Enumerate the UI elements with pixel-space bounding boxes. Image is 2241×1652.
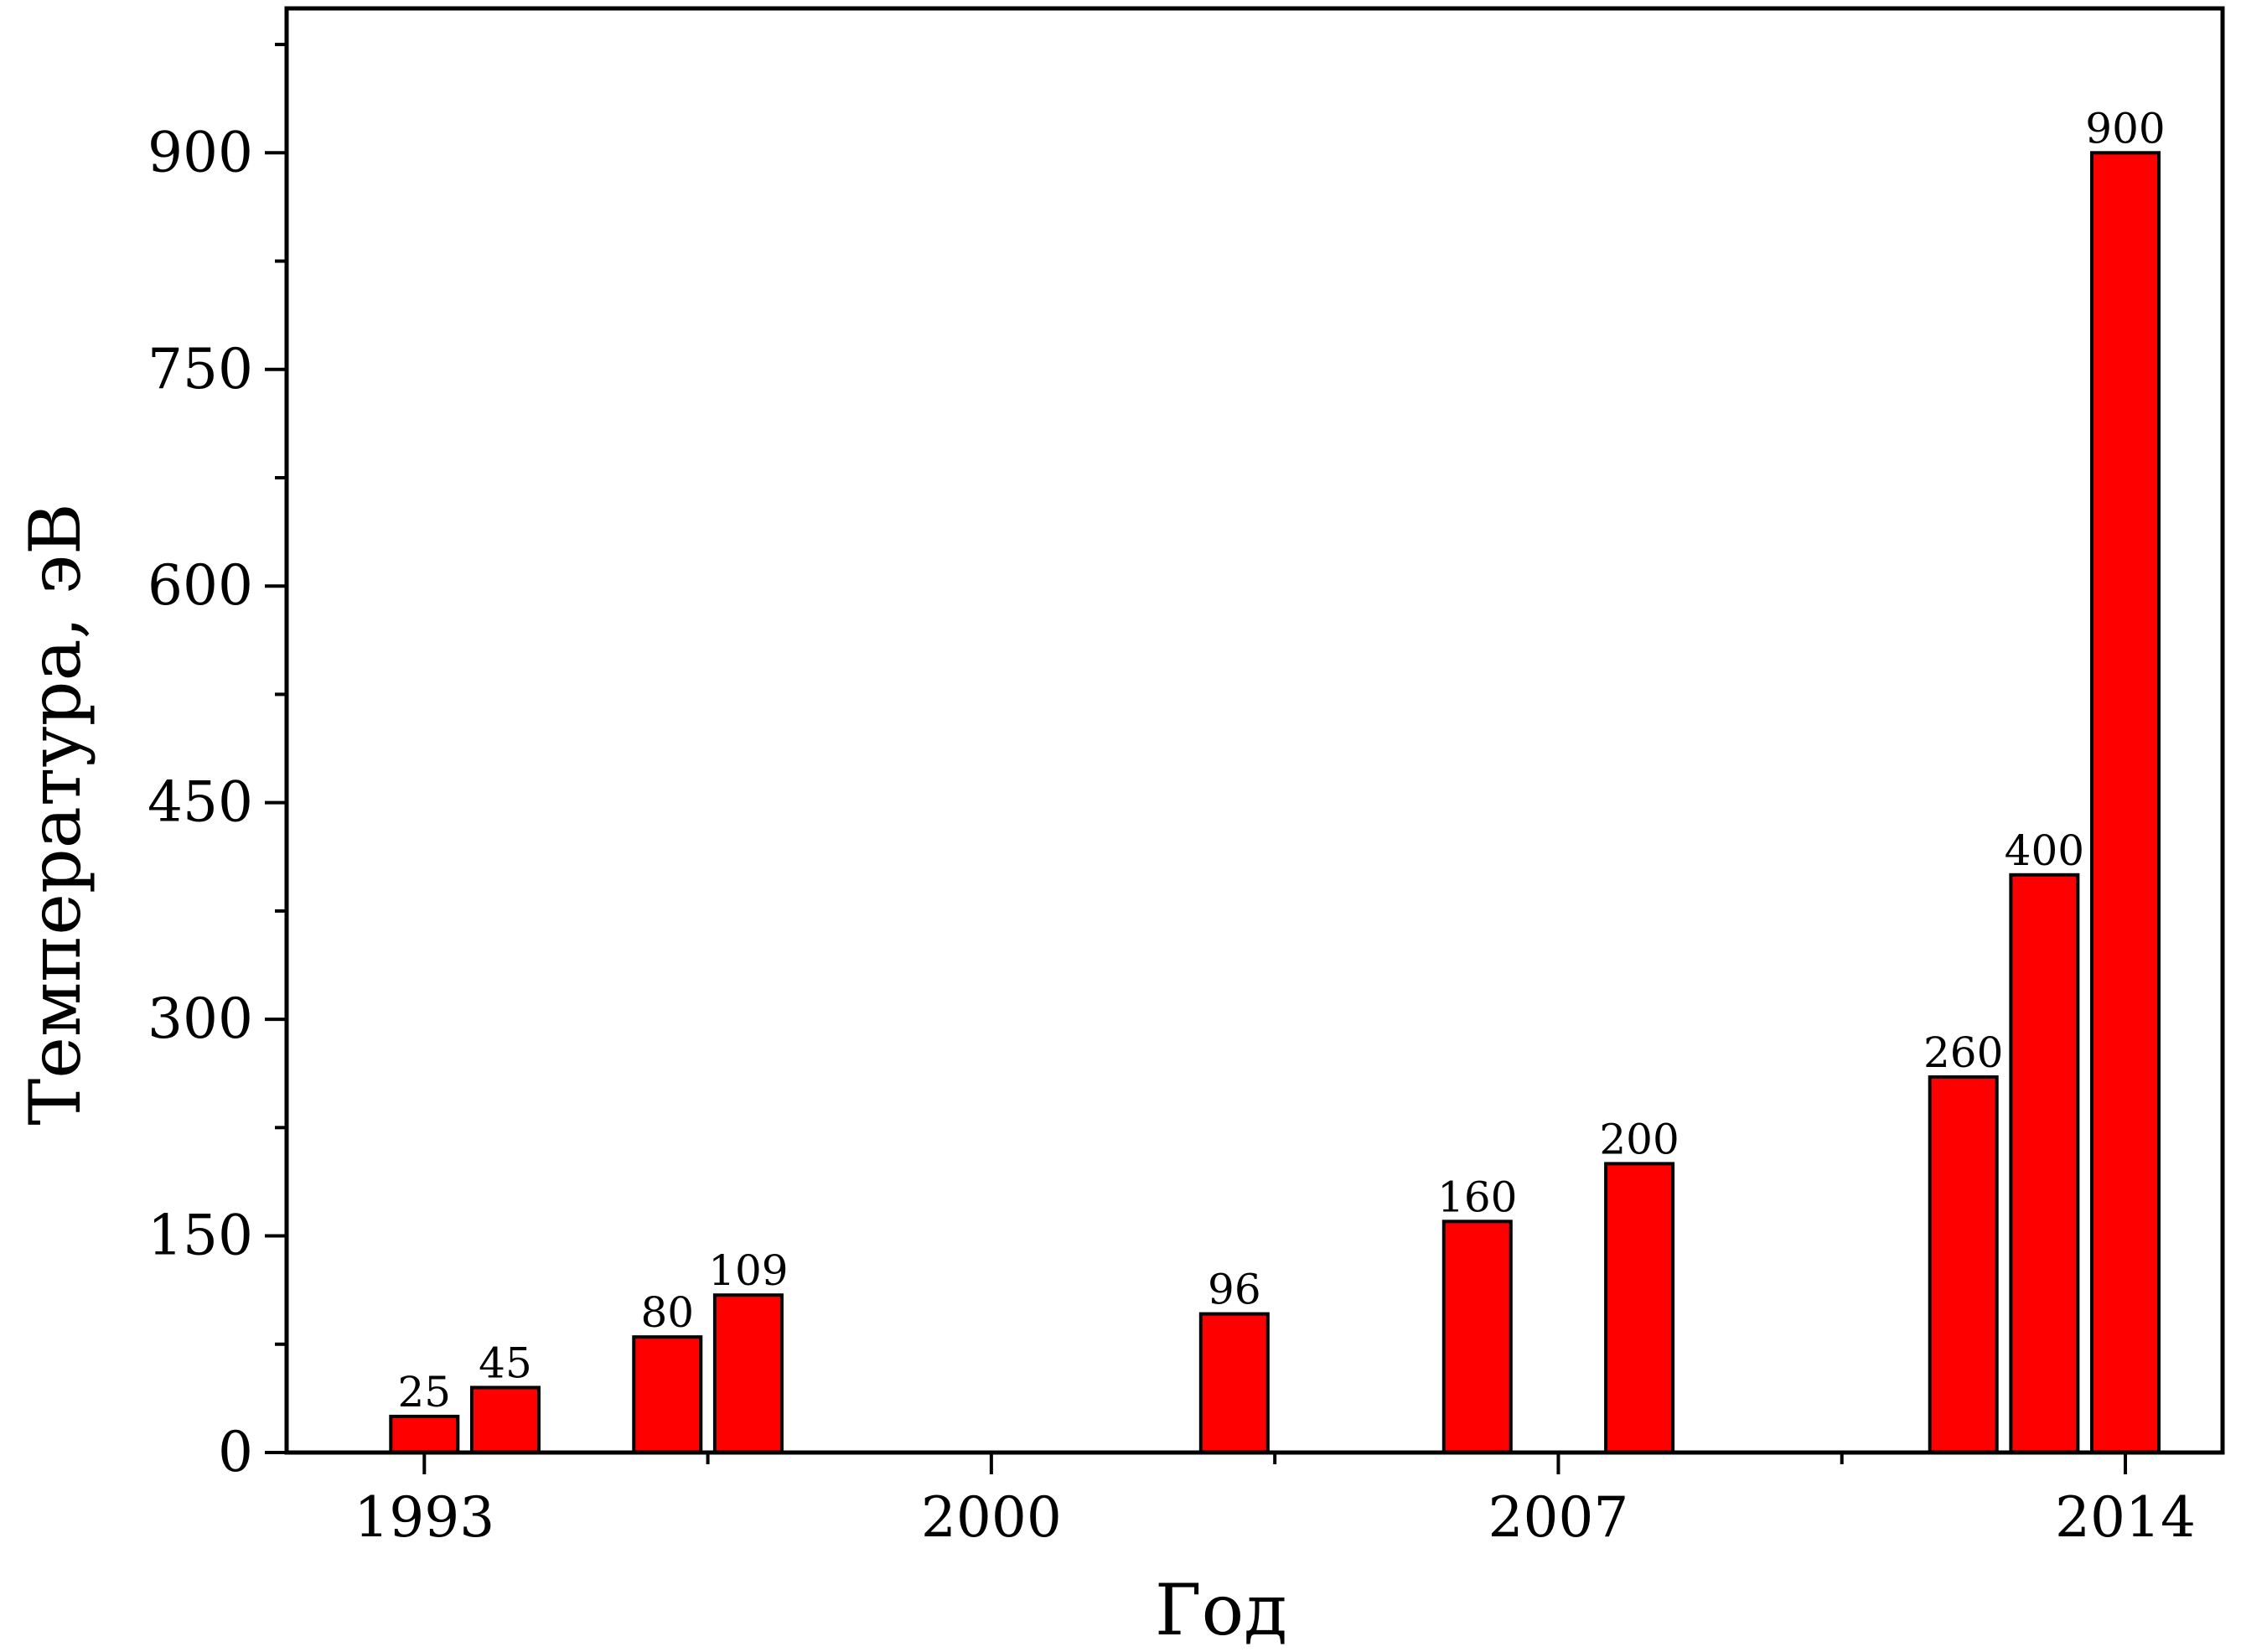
bar-3 bbox=[712, 1293, 784, 1454]
data-label-0: 25 bbox=[397, 1368, 451, 1416]
y-tick-label-2: 300 bbox=[148, 987, 253, 1051]
data-label-4: 96 bbox=[1208, 1266, 1261, 1314]
y-tick-label-0: 0 bbox=[218, 1420, 253, 1484]
data-label-3: 109 bbox=[708, 1246, 788, 1295]
data-label-8: 400 bbox=[2005, 826, 2084, 875]
bar-5 bbox=[1441, 1220, 1513, 1454]
data-labels: 25 45 80 109 96 160 200 260 400 900 bbox=[397, 104, 2165, 1416]
y-tick-label-3: 450 bbox=[148, 770, 253, 835]
bar-4 bbox=[1198, 1312, 1270, 1455]
bar-9 bbox=[2090, 151, 2161, 1454]
x-tick-label-2: 2007 bbox=[1488, 1485, 1628, 1550]
x-axis: 1993 2000 2007 2014 bbox=[354, 1453, 2196, 1550]
y-axis-title: Температура, эВ bbox=[14, 503, 96, 1126]
data-label-6: 200 bbox=[1599, 1115, 1679, 1163]
y-tick-label-1: 150 bbox=[148, 1204, 253, 1268]
x-tick-label-1: 2000 bbox=[921, 1485, 1062, 1550]
x-axis-title: Год bbox=[1155, 1569, 1287, 1651]
data-label-9: 900 bbox=[2085, 104, 2165, 153]
plot-frame bbox=[284, 6, 2225, 1455]
data-label-2: 80 bbox=[640, 1288, 694, 1337]
y-tick-label-4: 600 bbox=[148, 553, 253, 618]
data-label-1: 45 bbox=[479, 1339, 532, 1387]
bar-0 bbox=[389, 1414, 460, 1455]
x-tick-label-0: 1993 bbox=[354, 1485, 494, 1550]
y-tick-label-6: 900 bbox=[148, 120, 253, 184]
x-tick-label-3: 2014 bbox=[2055, 1485, 2196, 1550]
y-axis: 0 150 300 450 600 750 900 bbox=[148, 43, 287, 1484]
bars bbox=[389, 151, 2161, 1455]
data-label-5: 160 bbox=[1437, 1173, 1517, 1221]
bar-8 bbox=[2009, 873, 2080, 1455]
bar-6 bbox=[1604, 1162, 1675, 1455]
y-tick-label-5: 750 bbox=[148, 337, 253, 401]
bar-1 bbox=[469, 1385, 541, 1454]
data-label-7: 260 bbox=[1923, 1028, 2003, 1077]
bar-7 bbox=[1928, 1075, 1999, 1455]
bar-2 bbox=[632, 1335, 703, 1455]
